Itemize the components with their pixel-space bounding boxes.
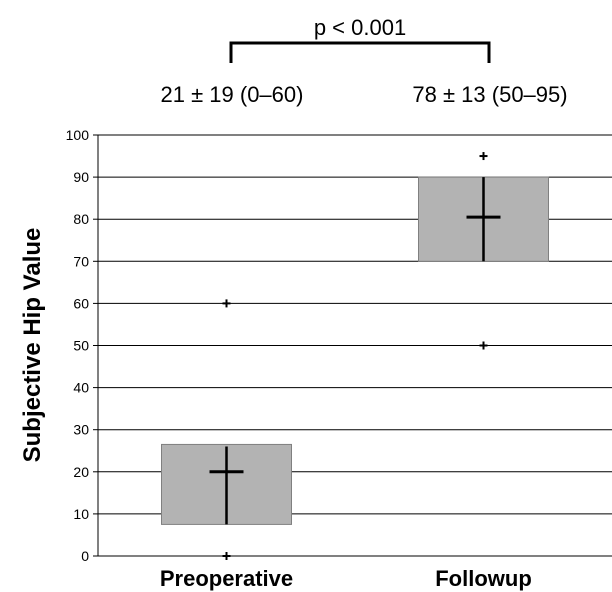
outlier-point xyxy=(479,152,488,161)
y-tick-label: 10 xyxy=(73,506,89,522)
y-tick-label: 50 xyxy=(73,338,89,354)
y-tick-label: 70 xyxy=(73,253,89,269)
y-tick-label: 40 xyxy=(73,380,89,396)
boxes xyxy=(161,152,549,560)
box-preoperative xyxy=(161,299,292,560)
bracket-line xyxy=(229,41,491,63)
y-tick-label: 90 xyxy=(73,169,89,185)
x-category-label: Followup xyxy=(435,566,532,591)
y-tick-label: 100 xyxy=(66,127,90,143)
y-tick-label: 0 xyxy=(81,548,89,564)
x-category-label: Preoperative xyxy=(160,566,293,591)
box-followup xyxy=(418,152,549,350)
y-tick-label: 30 xyxy=(73,422,89,438)
y-axis-title: Subjective Hip Value xyxy=(19,228,46,463)
y-tick-label: 80 xyxy=(73,211,89,227)
significance-bracket: p < 0.001 xyxy=(229,15,491,63)
p-value-label: p < 0.001 xyxy=(314,15,406,40)
x-axis-category-labels: Preoperative Followup xyxy=(160,566,532,591)
y-tick-label: 20 xyxy=(73,464,89,480)
outlier-point xyxy=(222,299,231,308)
summary-preoperative: 21 ± 19 (0–60) xyxy=(161,82,304,107)
y-axis-ticks: 0 10 20 30 40 50 60 70 80 90 100 xyxy=(66,127,98,564)
axes xyxy=(97,135,612,557)
outlier-point xyxy=(479,341,488,350)
y-tick-label: 60 xyxy=(73,295,89,311)
summary-followup: 78 ± 13 (50–95) xyxy=(412,82,567,107)
